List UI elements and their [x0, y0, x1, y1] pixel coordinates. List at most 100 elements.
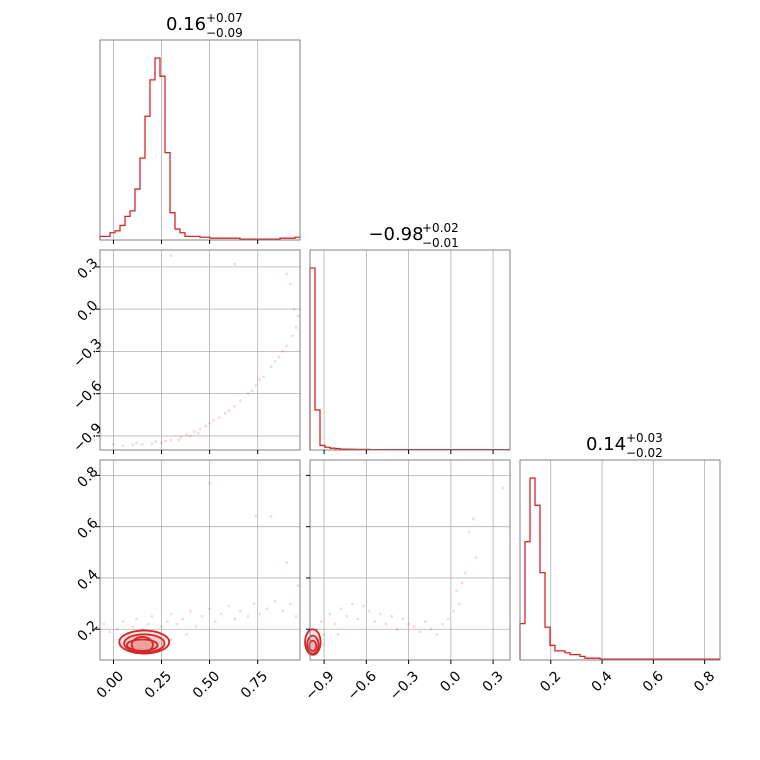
joint-1-2-point-4: [333, 622, 337, 626]
joint-0-1-point-33: [285, 272, 288, 276]
title-minus-1: −0.01: [422, 236, 459, 250]
joint-0-2-xtick-label-1: 0.25: [142, 668, 175, 701]
joint-0-1-point-15: [223, 411, 227, 415]
joint-1-2-point-20: [424, 620, 427, 623]
joint-0-2-point-15: [181, 617, 185, 621]
joint-0-1-point-25: [290, 334, 294, 338]
joint-0-1-point-18: [238, 399, 242, 403]
joint-0-2-point-35: [269, 515, 273, 518]
joint-0-1-point-9: [192, 430, 196, 434]
joint-0-1-point-40: [135, 441, 138, 445]
joint-0-1-point-30: [281, 350, 285, 353]
title-minus-2: −0.02: [626, 446, 663, 460]
joint-0-2-xtick-label-0: 0.00: [94, 668, 127, 701]
joint-1-2-point-11: [373, 620, 377, 623]
joint-0-1-point-22: [269, 365, 273, 369]
joint-0-2-point-2: [115, 627, 119, 631]
joint-0-1-point-2: [131, 443, 135, 447]
joint-1-2-point-15: [395, 627, 399, 631]
joint-1-2-xtick-label-2: −0.3: [387, 668, 422, 703]
joint-1-2-point-22: [435, 632, 439, 636]
joint-1-2-point-6: [345, 615, 349, 618]
joint-0-1-ytick-label-4: 0.3: [74, 255, 101, 282]
joint-0-1-point-3: [140, 442, 144, 446]
joint-0-1-point-14: [217, 416, 221, 420]
joint-0-2-point-9: [150, 615, 154, 618]
joint-0-1-ytick-label-3: 0.0: [74, 298, 101, 325]
hist-2-xtick-label-0: 0.2: [537, 668, 564, 695]
title-minus-0: −0.09: [206, 26, 243, 40]
joint-1-2-point-25: [452, 609, 456, 613]
joint-0-1-point-32: [233, 262, 237, 266]
joint-0-2-point-22: [227, 604, 231, 608]
joint-1-2-xtick-label-0: −0.9: [302, 668, 337, 703]
joint-0-1-point-36: [296, 314, 300, 318]
hist-2-xtick-label-2: 0.6: [640, 668, 667, 695]
joint-0-2-contour-3: [130, 636, 154, 654]
joint-1-2-point-8: [356, 617, 360, 621]
joint-1-2-point-26: [455, 589, 458, 593]
hist-1-step: [309, 267, 510, 451]
joint-1-2-xtick-label-3: 0.0: [437, 668, 464, 695]
joint-0-1-point-39: [177, 438, 181, 442]
joint-0-1-point-35: [292, 307, 296, 311]
title-median-1: −0.98: [368, 224, 423, 245]
joint-0-1-point-21: [262, 375, 265, 379]
joint-0-2-point-20: [213, 620, 217, 623]
joint-1-2-point-29: [463, 571, 467, 575]
joint-0-1-point-11: [204, 424, 208, 428]
joint-0-2-point-27: [258, 612, 262, 616]
joint-0-1-point-37: [188, 434, 192, 438]
hist-2-xtick-label-3: 0.8: [691, 668, 718, 695]
joint-1-2-point-2: [322, 632, 326, 636]
joint-0-1-point-6: [169, 438, 173, 442]
joint-0-2-point-30: [281, 609, 285, 613]
joint-0-2-point-23: [233, 617, 237, 621]
joint-0-1-point-31: [169, 254, 173, 258]
joint-1-2-xtick-label-1: −0.6: [345, 668, 380, 703]
joint-1-2-point-27: [457, 602, 461, 605]
joint-0-2-point-11: [160, 625, 163, 629]
joint-0-2-xtick-label-3: 0.75: [238, 668, 271, 701]
hist-0-step: [99, 57, 300, 240]
hist-2-step: [519, 477, 720, 660]
joint-0-1-point-26: [294, 326, 298, 329]
joint-1-2-contour-2: [308, 639, 318, 652]
joint-1-2-point-33: [501, 486, 505, 490]
joint-0-2-point-25: [246, 615, 250, 618]
joint-1-2-point-19: [418, 630, 422, 634]
joint-0-2-ytick-label-3: 0.8: [74, 464, 101, 491]
joint-0-2-point-1: [108, 630, 112, 634]
joint-0-1-point-38: [196, 431, 200, 435]
joint-0-1-point-0: [112, 442, 115, 446]
joint-0-2-xtick-label-2: 0.50: [190, 668, 223, 701]
joint-0-1-frame: [99, 249, 301, 451]
title-plus-1: +0.02: [422, 221, 459, 235]
joint-0-1-point-16: [227, 409, 231, 412]
joint-1-2-frame: [309, 459, 511, 661]
joint-0-2-point-14: [175, 622, 179, 626]
joint-0-1-point-24: [285, 344, 288, 348]
joint-1-2-point-30: [467, 530, 471, 534]
joint-1-2-point-34: [322, 643, 326, 647]
joint-0-2-point-31: [288, 602, 292, 605]
joint-0-2-point-28: [265, 607, 269, 611]
joint-1-2-xtick-label-4: 0.3: [480, 668, 507, 695]
joint-0-1-point-17: [233, 404, 237, 408]
title-median-2: 0.14: [586, 434, 626, 455]
joint-0-2-point-0: [102, 622, 106, 626]
title-plus-0: +0.07: [206, 11, 243, 25]
joint-1-2-point-17: [407, 622, 410, 626]
joint-0-2-point-21: [219, 612, 223, 616]
joint-1-2-point-18: [412, 625, 416, 629]
hist-2-frame: [519, 459, 721, 661]
joint-0-2-point-37: [208, 481, 212, 485]
joint-0-1-point-27: [250, 389, 254, 393]
title-plus-2: +0.03: [626, 431, 663, 445]
joint-1-2-point-9: [362, 604, 365, 608]
joint-1-2-point-3: [328, 612, 332, 616]
joint-0-2-point-32: [294, 615, 298, 618]
joint-0-2-ytick-label-2: 0.6: [74, 515, 101, 542]
joint-0-1-point-12: [208, 421, 212, 425]
